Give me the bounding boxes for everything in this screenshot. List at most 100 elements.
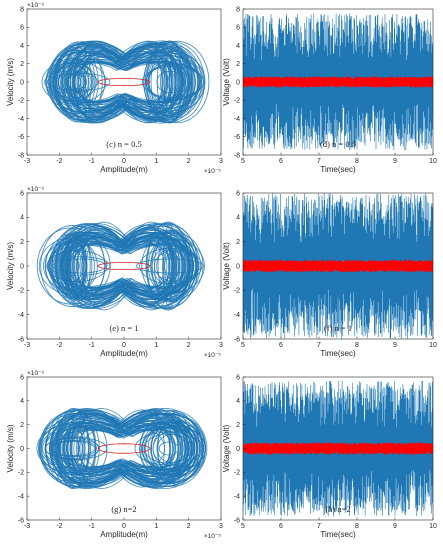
x-tick-label: 2	[187, 342, 191, 349]
well-loop	[40, 225, 106, 307]
y-axis-label: Velocity (m/s)	[6, 242, 15, 290]
electrical-orbit	[97, 443, 151, 454]
x-tick-label: -3	[24, 523, 30, 530]
y-tick-label: 4	[20, 43, 24, 50]
well-loop	[48, 256, 111, 276]
y-axis-label: Velocity (m/s)	[6, 424, 15, 472]
y-tick-label: 6	[236, 25, 240, 32]
y-tick-label: 0	[236, 446, 240, 453]
trajectory-loop	[73, 228, 176, 304]
x-multiplier: ×10⁻⁵	[204, 168, 221, 175]
x-tick-label: -1	[89, 523, 95, 530]
y-multiplier: ×10⁻³	[27, 186, 44, 193]
y-tick-label: -4	[18, 312, 24, 319]
y-tick-label: 6	[20, 25, 24, 32]
y-tick-label: 2	[20, 239, 24, 246]
well-loop	[145, 64, 201, 100]
well-loop	[44, 437, 108, 460]
well-loop	[135, 258, 204, 274]
filtered-trace	[243, 76, 433, 88]
well-loop	[67, 71, 87, 93]
x-tick-label: 3	[219, 158, 223, 165]
panel-label: (d) n = 0.5	[320, 139, 356, 149]
y-axis-label: Velocity (m/s)	[6, 58, 15, 106]
y-tick-label: 0	[236, 263, 240, 270]
y-axis-label: Voltage (Volt)	[222, 424, 231, 472]
x-tick-label: 7	[317, 342, 321, 349]
plot-data	[36, 221, 205, 311]
well-loop	[162, 236, 177, 296]
well-loop	[73, 60, 86, 104]
well-loop	[46, 72, 111, 92]
x-multiplier: ×10⁻⁵	[204, 352, 221, 359]
well-loop	[157, 412, 193, 485]
plot-data	[41, 40, 210, 124]
well-loop	[57, 246, 87, 286]
y-tick-label: 6	[236, 374, 240, 381]
x-tick-label: 1	[154, 158, 158, 165]
well-loop	[164, 250, 184, 282]
well-loop	[41, 60, 107, 104]
y-multiplier: ×10⁻³	[27, 2, 44, 9]
y-axis-label: Voltage (Volt)	[222, 58, 231, 106]
x-axis-label: Time(sec)	[320, 165, 356, 174]
well-loop	[143, 43, 194, 121]
panel-label: (e) n = 1	[109, 323, 138, 333]
x-tick-label: 3	[219, 342, 223, 349]
y-tick-label: 0	[20, 263, 24, 270]
x-axis-label: Amplitude(m)	[100, 349, 148, 358]
y-tick-label: -2	[18, 470, 24, 477]
x-tick-label: -1	[89, 158, 95, 165]
well-loop	[163, 50, 176, 114]
x-tick-label: 8	[355, 342, 359, 349]
y-tick-label: 2	[20, 61, 24, 68]
panel-label: (g) n=2	[111, 504, 136, 514]
x-tick-label: 10	[429, 342, 437, 349]
well-loop	[151, 247, 186, 285]
x-tick-label: 8	[355, 523, 359, 530]
voltage-trace	[243, 380, 433, 517]
well-loop	[141, 231, 204, 301]
well-loop	[147, 63, 201, 101]
well-loop	[66, 238, 79, 294]
well-loop	[71, 421, 89, 476]
well-loop	[54, 41, 103, 123]
y-tick-label: -4	[18, 116, 24, 123]
well-loop	[52, 258, 107, 274]
well-loop	[168, 238, 184, 294]
y-tick-label: 6	[20, 190, 24, 197]
y-tick-label: -2	[234, 288, 240, 295]
well-loop	[52, 46, 99, 118]
well-loop	[141, 66, 204, 98]
trajectory-loop	[44, 427, 203, 470]
y-tick-label: 6	[20, 374, 24, 381]
x-tick-label: 0	[122, 158, 126, 165]
trajectory-loop	[76, 408, 182, 489]
y-tick-label: 2	[236, 61, 240, 68]
well-loop	[148, 52, 206, 112]
y-tick-label: -6	[18, 134, 24, 141]
well-loop	[145, 222, 190, 310]
y-tick-label: 0	[20, 446, 24, 453]
well-loop	[67, 258, 80, 274]
trajectory-loop	[74, 52, 174, 112]
y-tick-label: 2	[20, 422, 24, 429]
y-tick-label: -4	[234, 312, 240, 319]
well-loop	[61, 236, 93, 296]
y-tick-label: -4	[18, 494, 24, 501]
x-tick-label: 6	[279, 158, 283, 165]
well-loop	[144, 433, 192, 464]
well-loop	[156, 249, 180, 283]
x-tick-label: 0	[122, 342, 126, 349]
well-loop	[36, 227, 106, 305]
x-tick-label: 8	[355, 158, 359, 165]
well-loop	[46, 49, 106, 115]
plot-data	[243, 193, 433, 339]
trajectory-loop	[57, 419, 189, 478]
well-loop	[139, 414, 206, 483]
well-loop	[65, 439, 80, 458]
well-loop	[140, 425, 207, 472]
x-tick-label: -2	[56, 158, 62, 165]
well-loop	[63, 232, 85, 300]
y-tick-label: 2	[236, 422, 240, 429]
